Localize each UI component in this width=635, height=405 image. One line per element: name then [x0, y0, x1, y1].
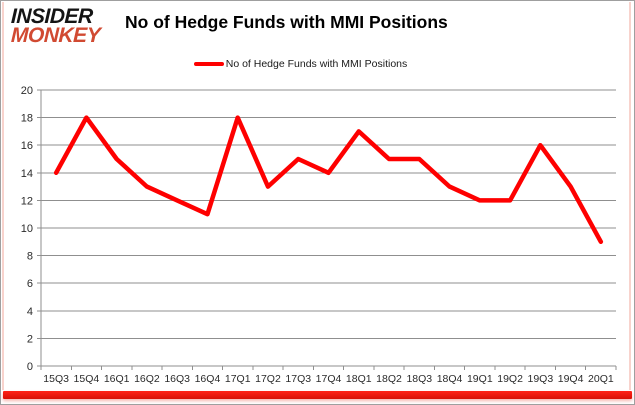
- svg-text:17Q3: 17Q3: [285, 373, 311, 385]
- svg-text:17Q2: 17Q2: [255, 373, 281, 385]
- svg-text:16Q3: 16Q3: [164, 373, 190, 385]
- svg-text:8: 8: [27, 251, 33, 263]
- svg-text:18Q2: 18Q2: [376, 373, 402, 385]
- left-accent-stripe: [2, 2, 4, 390]
- svg-text:12: 12: [21, 195, 33, 207]
- chart-title: No of Hedge Funds with MMI Positions: [125, 12, 448, 32]
- svg-text:19Q4: 19Q4: [558, 373, 584, 385]
- svg-text:20Q1: 20Q1: [588, 373, 614, 385]
- svg-text:17Q4: 17Q4: [316, 373, 342, 385]
- svg-text:6: 6: [27, 278, 33, 290]
- gridlines: [41, 89, 616, 367]
- svg-text:19Q3: 19Q3: [527, 373, 553, 385]
- series-line: [53, 115, 604, 245]
- logo-line-monkey: MONKEY: [10, 24, 101, 48]
- svg-text:19Q1: 19Q1: [467, 373, 493, 385]
- svg-text:19Q2: 19Q2: [497, 373, 523, 385]
- svg-text:10: 10: [21, 223, 33, 235]
- svg-text:0: 0: [27, 361, 33, 373]
- svg-text:17Q1: 17Q1: [225, 373, 251, 385]
- y-axis-labels: 0 2 4 6 8 10 12 14 16 18 20: [21, 85, 33, 373]
- legend-label: No of Hedge Funds with MMI Positions: [225, 58, 408, 70]
- svg-text:14: 14: [21, 168, 33, 180]
- svg-text:16Q4: 16Q4: [195, 373, 221, 385]
- svg-text:18Q1: 18Q1: [346, 373, 372, 385]
- svg-text:15Q4: 15Q4: [74, 373, 100, 385]
- x-axis-labels: 15Q3 15Q4 16Q1 16Q2 16Q3 16Q4 17Q1 17Q2 17Q3 17Q4…: [43, 373, 614, 385]
- svg-text:4: 4: [27, 306, 33, 318]
- svg-text:20: 20: [21, 85, 33, 97]
- legend-line-swatch: [193, 62, 224, 66]
- insider-monkey-logo: INSIDER MONKEY: [10, 5, 101, 48]
- bottom-red-bar: [3, 391, 632, 399]
- svg-text:18: 18: [21, 113, 33, 125]
- svg-text:15Q3: 15Q3: [43, 373, 69, 385]
- svg-text:18Q4: 18Q4: [437, 373, 463, 385]
- chart-svg: 0 2 4 6 8 10 12 14 16 18 20 15Q3 15Q4 16Q1 16Q2 16Q3 16Q…: [21, 85, 617, 385]
- right-accent-stripe: [629, 2, 631, 390]
- svg-text:18Q3: 18Q3: [406, 373, 432, 385]
- axis-ticks: [37, 89, 617, 370]
- svg-text:2: 2: [27, 333, 33, 345]
- legend: No of Hedge Funds with MMI Positions: [1, 58, 617, 70]
- svg-text:16Q2: 16Q2: [134, 373, 160, 385]
- svg-text:16Q1: 16Q1: [104, 373, 130, 385]
- svg-text:16: 16: [21, 140, 33, 152]
